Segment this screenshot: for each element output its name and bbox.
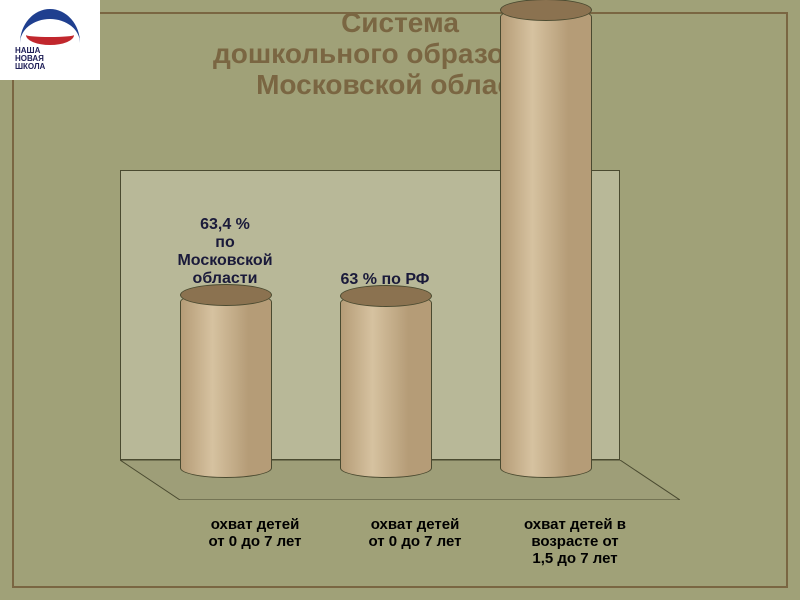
chart-bar-label: 68 % по Московской области: [475, 0, 615, 3]
slide-title: Система дошкольного образования Московск…: [0, 8, 800, 100]
logo-swoosh-bottom: [26, 35, 74, 45]
chart-bar-top: [500, 0, 592, 21]
chart-bar-body: [500, 7, 592, 478]
chart-bar-label: 63 % по РФ: [315, 271, 455, 289]
chart-bar: 68 % по Московской области: [500, 9, 590, 478]
chart-bar: 63,4 % по Московской области: [180, 294, 270, 478]
logo-text: НАША НОВАЯ ШКОЛА: [15, 47, 85, 71]
logo-swoosh-icon: [20, 9, 80, 43]
chart-xlabel: охват детей от 0 до 7 лет: [335, 516, 495, 550]
logo-line3: ШКОЛА: [15, 63, 85, 71]
slide: НАША НОВАЯ ШКОЛА Система дошкольного обр…: [0, 0, 800, 600]
logo-box: НАША НОВАЯ ШКОЛА: [0, 0, 100, 80]
chart-bar: 63 % по РФ: [340, 295, 430, 478]
chart-xlabel: охват детей в возрасте от 1,5 до 7 лет: [495, 516, 655, 567]
chart: 63,4 % по Московской области63 % по РФ68…: [120, 170, 680, 500]
chart-bar-body: [340, 293, 432, 478]
chart-xlabel: охват детей от 0 до 7 лет: [175, 516, 335, 550]
chart-bar-body: [180, 292, 272, 478]
chart-bar-label: 63,4 % по Московской области: [155, 216, 295, 288]
